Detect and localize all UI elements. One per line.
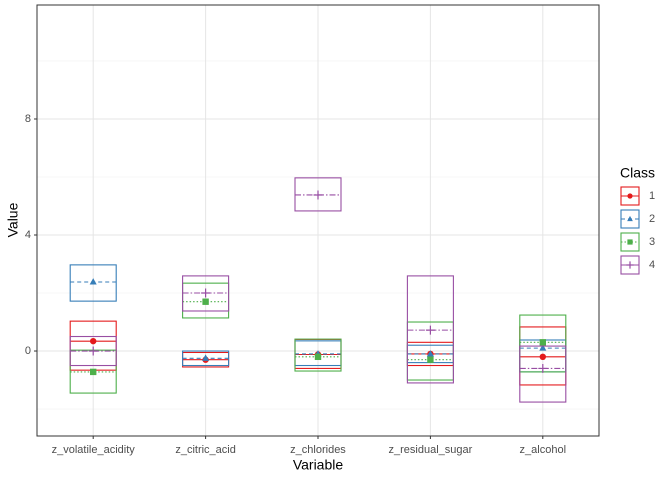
mean-point (202, 298, 209, 305)
crossbar-box (294, 338, 342, 372)
legend-label: 3 (649, 236, 655, 248)
mean-point (539, 344, 547, 351)
mean-point (90, 368, 97, 376)
mean-point (626, 261, 634, 269)
mean-point (539, 339, 546, 346)
crossbar-box (406, 275, 454, 384)
mean-point (627, 193, 633, 199)
crossbar-box (294, 177, 342, 212)
mean-point (627, 215, 633, 222)
legend-label: 1 (649, 190, 655, 202)
mean-point (313, 190, 323, 200)
legend-item: 3 (620, 232, 655, 252)
x-tick-label: z_citric_acid (175, 444, 236, 456)
y-tick-label: 8 (25, 113, 31, 125)
mean-point (90, 337, 97, 345)
mean-point (201, 288, 211, 298)
x-tick-label: z_residual_sugar (389, 444, 473, 456)
legend-title: Class (620, 165, 655, 181)
legend-label: 2 (649, 213, 655, 225)
legend-item: 2 (620, 209, 655, 229)
x-tick-label: z_volatile_acidity (52, 444, 136, 456)
mean-point (426, 350, 434, 357)
mean-point (538, 363, 548, 373)
mean-point (202, 354, 210, 361)
x-axis-title: Variable (293, 457, 344, 473)
mean-point (425, 325, 435, 335)
legend-item: 4 (620, 255, 655, 275)
legend-label: 4 (649, 259, 655, 271)
mean-point (627, 239, 633, 245)
mean-point (314, 353, 322, 361)
crossbar-box (69, 264, 117, 302)
legend-item: 1 (620, 186, 655, 206)
y-axis-title: Value (5, 202, 21, 237)
y-tick-label: 0 (25, 345, 31, 357)
x-tick-label: z_chlorides (290, 444, 346, 456)
mean-point (89, 278, 97, 285)
y-tick-label: 4 (25, 229, 31, 241)
x-tick-label: z_alcohol (520, 444, 566, 456)
mean-point (427, 356, 434, 363)
crossbar-box (519, 345, 567, 403)
panel-border (36, 4, 600, 437)
mean-point (88, 346, 98, 356)
mean-point (539, 353, 546, 361)
